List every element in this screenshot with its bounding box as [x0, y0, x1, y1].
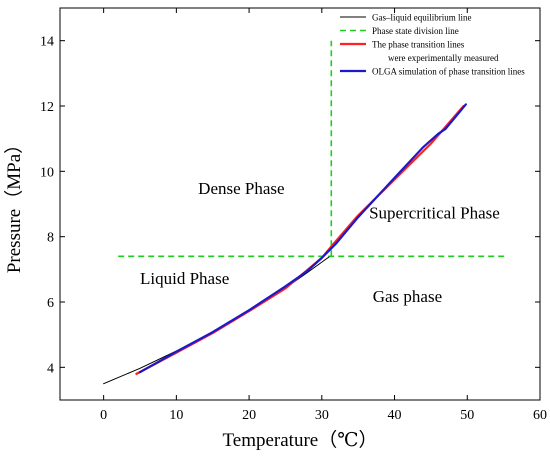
y-tick-label: 6: [47, 296, 54, 311]
x-tick-label: 60: [533, 408, 547, 423]
y-tick-label: 8: [47, 231, 54, 246]
region-label-liquid-phase: Liquid Phase: [140, 269, 229, 288]
y-tick-label: 14: [40, 35, 54, 50]
y-tick-label: 10: [40, 165, 54, 180]
y-tick-label: 12: [40, 100, 54, 115]
region-label-gas-phase: Gas phase: [373, 287, 442, 306]
x-tick-label: 0: [100, 408, 107, 423]
y-tick-label: 4: [47, 361, 54, 376]
x-tick-label: 50: [460, 408, 474, 423]
x-tick-label: 40: [388, 408, 402, 423]
region-label-dense-phase: Dense Phase: [198, 179, 284, 198]
region-labels: Dense Phase Supercritical Phase Liquid Pha…: [140, 179, 500, 306]
x-tick-label: 20: [242, 408, 256, 423]
legend-label-olga-simulation-of-phase-transition-line: OLGA simulation of phase transition line…: [372, 67, 525, 77]
x-axis-label: Temperature（℃）: [223, 429, 378, 451]
legend: Gas–liquid equilibrium line Phase state d…: [340, 13, 525, 77]
legend-label-the-phase-transition-lines-were-experime-cont: were experimentally measured: [388, 53, 499, 63]
legend-label-the-phase-transition-lines-were-experime: The phase transition lines: [372, 40, 465, 50]
plot-frame: [59, 7, 541, 401]
x-tick-label: 10: [169, 408, 183, 423]
plot-marks: [103, 40, 508, 385]
region-label-supercritical-phase: Supercritical Phase: [369, 204, 500, 223]
legend-label-phase-state-division-line: Phase state division line: [372, 26, 459, 36]
axes: 0 10 20 30 40 50 60 4 6 8 10 12 14: [40, 8, 547, 423]
legend-label-gas-liquid-equilibrium-line: Gas–liquid equilibrium line: [372, 13, 472, 23]
x-tick-label: 30: [315, 408, 329, 423]
olga-simulation-of-phase-transition-line-line: [138, 103, 467, 374]
y-axis-label: Pressure（MPa）: [3, 135, 25, 273]
